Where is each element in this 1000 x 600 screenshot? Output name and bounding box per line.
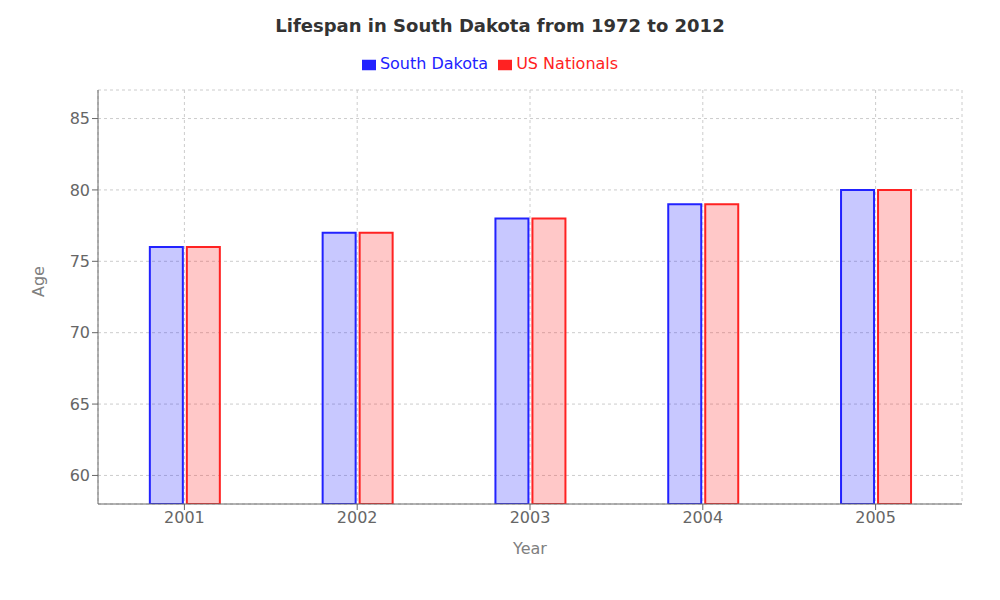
svg-text:2004: 2004 (682, 508, 723, 527)
html-text:US Nationals: US Nationals (516, 54, 619, 73)
svg-text:80: 80 (70, 181, 90, 200)
svg-text:2001: 2001 (164, 508, 205, 527)
svg-text:70: 70 (70, 323, 90, 342)
svg-text:2003: 2003 (510, 508, 551, 527)
svg-text:2002: 2002 (337, 508, 378, 527)
svg-text:2005: 2005 (855, 508, 896, 527)
svg-text:60: 60 (70, 466, 90, 485)
svg-text:Age: Age (29, 266, 48, 297)
svg-text:65: 65 (70, 395, 90, 414)
html-text:South Dakota: South Dakota (379, 54, 489, 73)
svg-text:Year: Year (512, 539, 547, 558)
html-text:Lifespan in South Dakota from: Lifespan in South Dakota from 1972 to 20… (275, 15, 725, 36)
svg-text:85: 85 (70, 109, 90, 128)
svg-text:75: 75 (70, 252, 90, 271)
